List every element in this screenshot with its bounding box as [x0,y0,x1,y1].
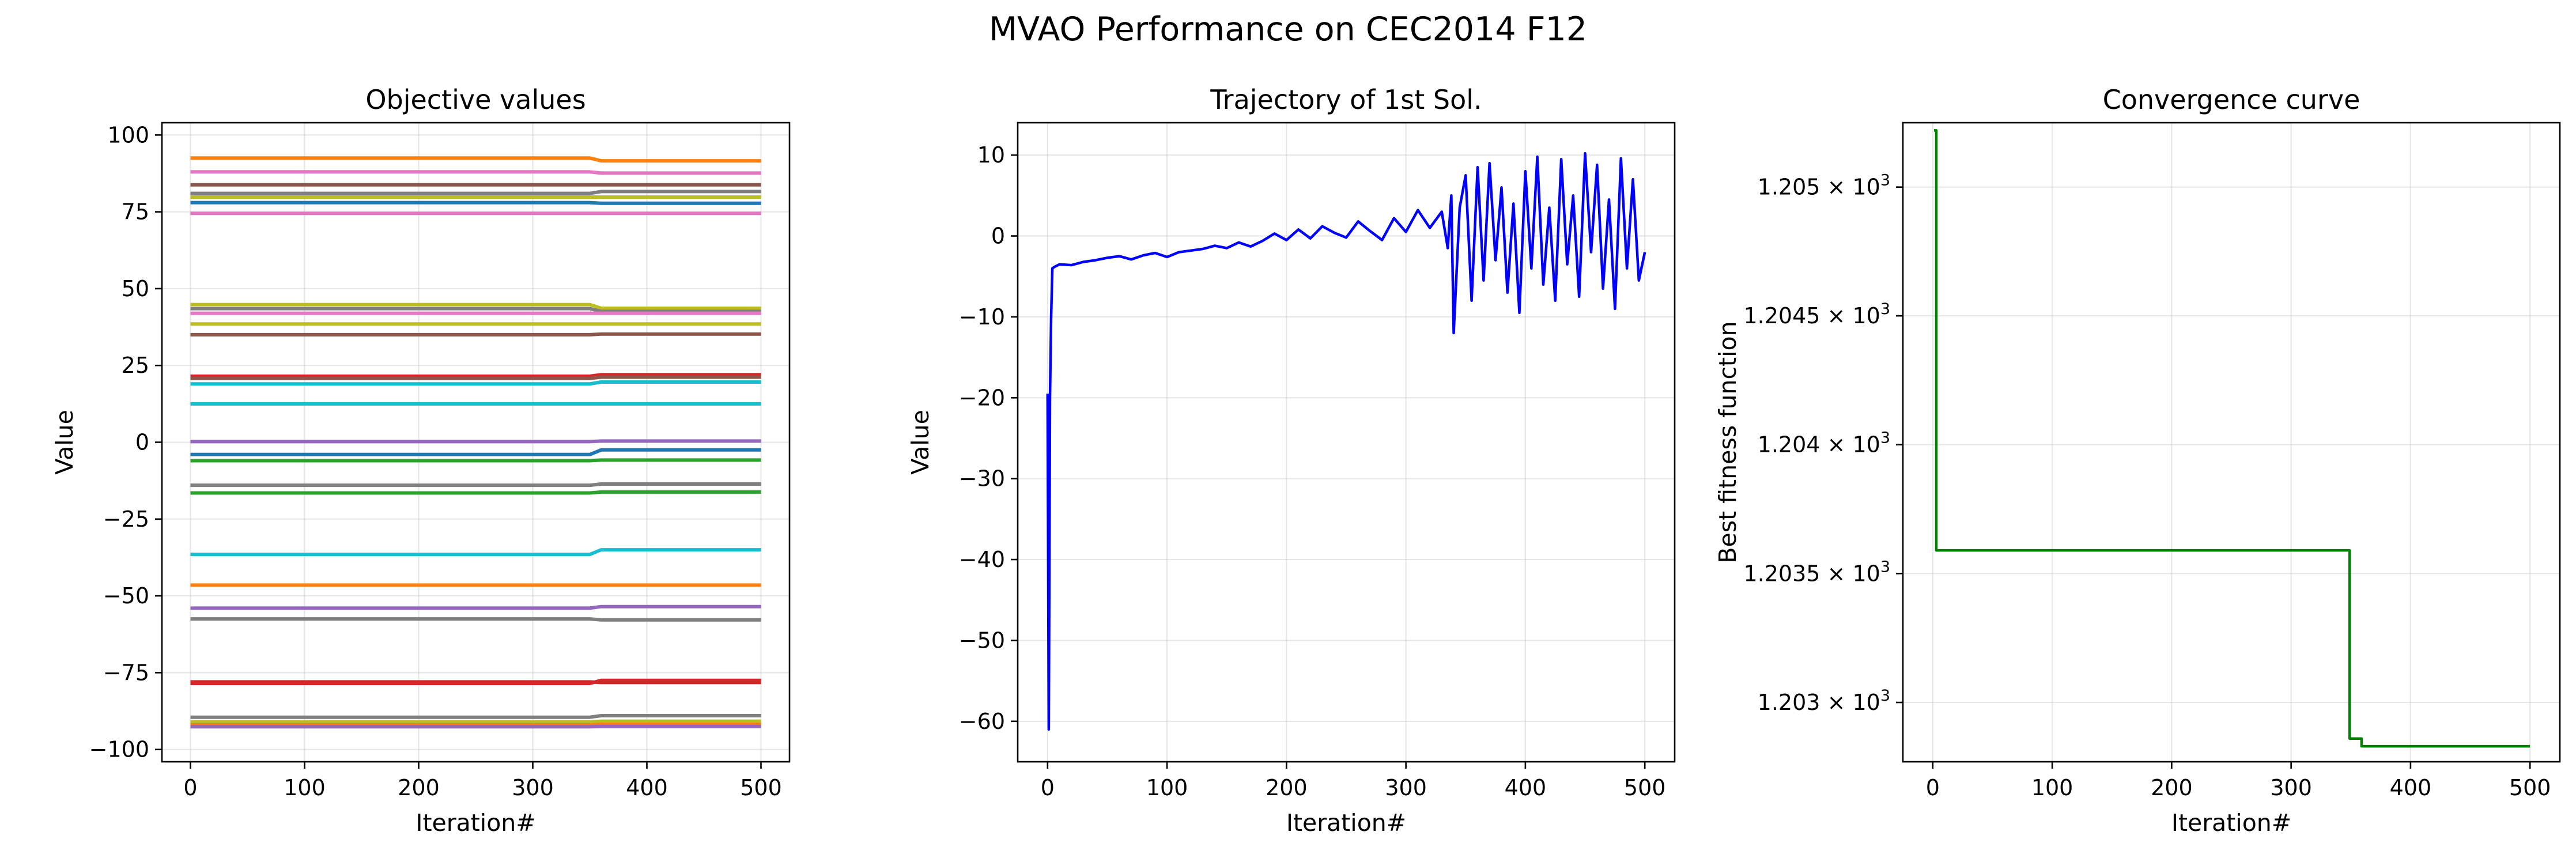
chart-title: Objective values [365,84,586,115]
series-line-20 [190,482,761,487]
y-tick-label: −40 [959,547,1005,572]
series-line-1 [1933,129,2530,748]
series-line-14 [190,375,761,380]
y-tick-label: 25 [122,353,149,378]
figure-title: MVAO Performance on CEC2014 F12 [988,10,1588,48]
x-tick-label: 200 [2151,775,2193,800]
y-tick-label: −50 [959,628,1005,653]
y-tick-label: −100 [89,737,149,762]
y-tick-label: −25 [103,507,149,532]
chart-title: Convergence curve [2103,84,2360,115]
y-tick-exponent: 3 [1880,558,1890,576]
x-tick-label: 500 [740,775,782,800]
x-tick-label: 400 [1505,775,1547,800]
y-tick-label: −60 [959,709,1005,734]
series-line-12 [190,332,761,337]
y-tick-label: 1.204 × 103 [1758,429,1890,458]
chart-3: 0 100 200 300 400 500 1.205 × 103 1.2045 × 103 1… [1714,84,2561,837]
series-line-1 [1046,152,1646,731]
x-tick-label: 100 [1146,775,1188,800]
x-axis-label: Iteration# [416,809,535,837]
x-tick-label: 300 [2270,775,2312,800]
chart-1: 0 100 200 300 400 500 100 75 50 25 0 −25 −50 −75 −100 O… [51,84,791,837]
series-line-29 [190,719,761,724]
y-tick-label: 1.205 × 103 [1758,172,1890,200]
axes-frame [1902,122,2561,763]
x-tick-label: 200 [398,775,440,800]
y-tick-exponent: 3 [1880,300,1890,318]
y-tick-label: 1.2035 × 103 [1743,558,1890,586]
y-tick-label: −10 [959,304,1005,330]
y-tick-label: 0 [135,430,149,455]
axes-frame [1017,122,1676,763]
y-axis-label: Value [906,410,934,475]
series-line-9 [190,307,761,313]
y-tick-label: 100 [107,122,149,148]
series-line-24 [190,604,761,610]
series-line-4 [190,190,761,195]
series-line-2 [190,170,761,175]
y-tick-label: 1.203 × 103 [1758,687,1890,715]
series-line-30 [190,723,761,727]
y-tick-exponent: 3 [1880,429,1890,447]
x-tick-label: 100 [284,775,326,800]
x-tick-label: 200 [1266,775,1308,800]
series-line-1 [190,156,761,163]
x-tick-label: 400 [2390,775,2432,800]
x-tick-label: 0 [183,775,197,800]
x-tick-label: 300 [512,775,554,800]
x-tick-label: 400 [626,775,668,800]
y-tick-exponent: 3 [1880,172,1890,190]
series-line-21 [190,490,761,495]
series-line-25 [190,617,761,622]
series-line-18 [190,448,761,456]
series-line-15 [190,380,761,386]
x-axis-label: Iteration# [2171,809,2291,837]
x-tick-label: 300 [1385,775,1427,800]
y-axis-label: Best fitness function [1714,321,1742,563]
x-tick-label: 500 [2509,775,2551,800]
series-line-13 [190,373,761,378]
series-line-8 [190,303,761,310]
y-tick-label: −20 [959,385,1005,410]
y-tick-label: 10 [977,142,1005,168]
y-tick-label: 75 [122,199,149,225]
x-tick-label: 100 [2031,775,2073,800]
x-tick-label: 0 [1926,775,1940,800]
y-tick-label: 1.2045 × 103 [1743,300,1890,328]
y-tick-label: −30 [959,466,1005,492]
y-tick-exponent: 3 [1880,687,1890,705]
x-axis-label: Iteration# [1286,809,1406,837]
y-tick-label: 50 [122,276,149,301]
y-tick-label: −75 [103,660,149,685]
chart-title: Trajectory of 1st Sol. [1210,84,1482,115]
series-line-28 [190,714,761,719]
y-tick-label: 0 [991,224,1005,249]
y-tick-label: −50 [103,583,149,608]
chart-2: 0 100 200 300 400 500100−10−20−30−40−50−60Tra… [906,84,1676,837]
x-tick-label: 500 [1624,775,1666,800]
series-line-22 [190,548,761,557]
y-axis-label: Value [51,410,78,475]
x-tick-label: 0 [1041,775,1055,800]
